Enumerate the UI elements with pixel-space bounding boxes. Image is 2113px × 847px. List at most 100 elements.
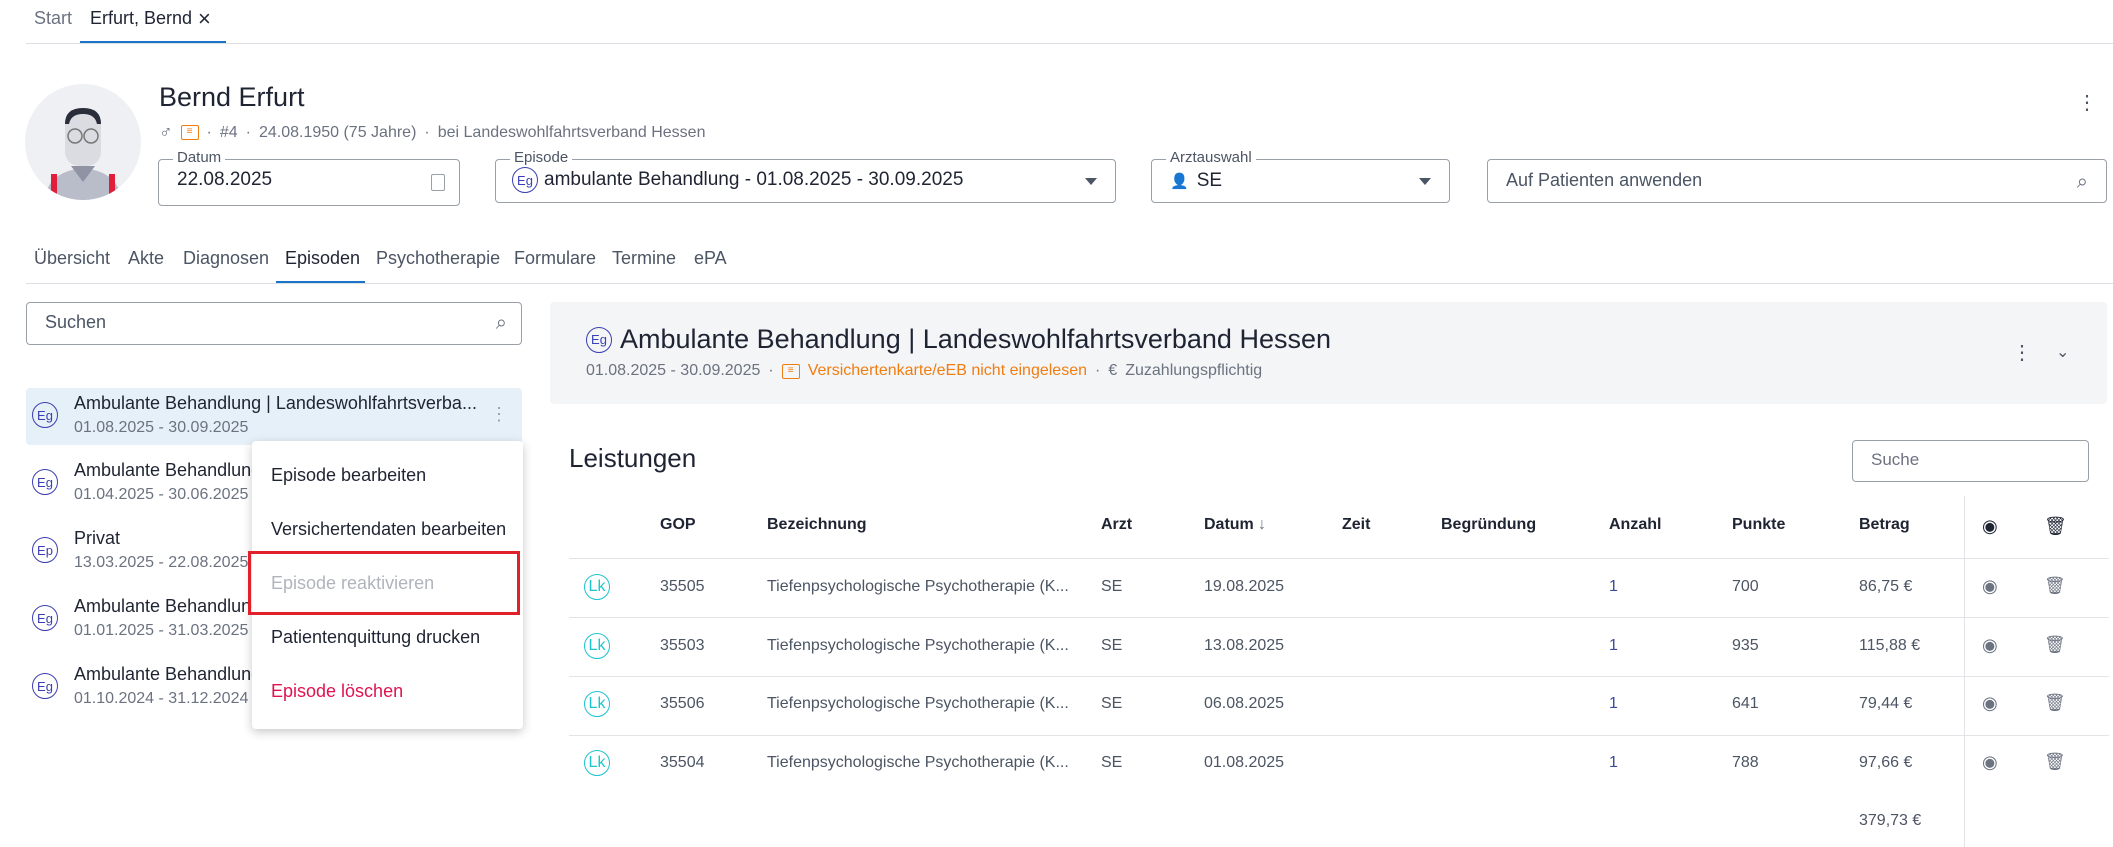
nav-episoden[interactable]: Episoden — [285, 248, 361, 268]
search-icon[interactable]: ⌕ — [2076, 171, 2088, 193]
lk-badge-icon: Lk — [584, 633, 610, 659]
tab-patient[interactable]: Erfurt, Bernd — [90, 8, 193, 28]
arzt-select[interactable]: Arztauswahl 👤 SE — [1151, 149, 1450, 203]
nav-akte[interactable]: Akte — [128, 248, 165, 268]
highlight-box — [248, 551, 520, 615]
cell-datum: 19.08.2025 — [1204, 578, 1285, 595]
nav-psychotherapie[interactable]: Psychotherapie — [376, 248, 501, 268]
search-icon[interactable]: ⌕ — [495, 312, 507, 334]
col-begruendung[interactable]: Begründung — [1441, 516, 1537, 533]
datum-label: Datum — [173, 149, 226, 166]
more-icon[interactable]: ⋮ — [2077, 92, 2097, 114]
col-gop[interactable]: GOP — [660, 516, 696, 533]
col-anzahl[interactable]: Anzahl — [1609, 516, 1662, 533]
euro-icon: € — [1108, 362, 1118, 379]
episode-context-menu: Episode bearbeiten Versichertendaten bea… — [252, 441, 523, 729]
chevron-down-icon[interactable] — [1085, 178, 1097, 191]
col-zeit[interactable]: Zeit — [1342, 516, 1371, 533]
cell-gop: 35506 — [660, 695, 705, 712]
episode-dates: 01.01.2025 - 31.03.2025 — [74, 622, 249, 639]
male-icon: ♂ — [159, 122, 173, 142]
episode-list-item[interactable]: Eg Ambulante Behandlung | Landeswohlfahr… — [26, 388, 522, 445]
cell-arzt: SE — [1101, 578, 1123, 595]
search-placeholder: Suchen — [45, 312, 107, 332]
cell-bezeichnung: Tiefenpsychologische Psychotherapie (K..… — [767, 754, 1069, 771]
datum-field[interactable]: Datum 22.08.2025 — [158, 149, 460, 206]
episode-select[interactable]: Episode Eg ambulante Behandlung - 01.08.… — [495, 149, 1116, 203]
trash-icon[interactable]: 🗑 — [2044, 635, 2066, 654]
chevron-down-icon[interactable] — [1419, 178, 1431, 191]
episode-list-item[interactable]: Eg Ambulante Behandlung 01.10.2024 - 31.… — [26, 659, 522, 716]
cell-betrag: 86,75 € — [1859, 578, 1913, 595]
more-icon[interactable]: ⋮ — [490, 404, 508, 424]
eye-icon[interactable]: ◉ — [1982, 693, 1998, 713]
cell-arzt: SE — [1101, 754, 1123, 771]
cell-anzahl: 1 — [1609, 695, 1618, 712]
menu-item-versichertendaten-bearbeiten[interactable]: Versichertendaten bearbeiten — [271, 519, 507, 539]
trash-icon[interactable]: 🗑 — [2044, 576, 2066, 595]
cell-datum: 13.08.2025 — [1204, 637, 1285, 654]
chevron-down-icon[interactable]: ⌄ — [2056, 344, 2070, 361]
apply-patient-input[interactable]: Auf Patienten anwenden ⌕ — [1487, 159, 2107, 203]
episode-label: Episode — [510, 149, 573, 166]
patient-name: Bernd Erfurt — [159, 82, 305, 112]
active-nav-indicator — [276, 281, 365, 284]
trash-icon[interactable]: 🗑 — [2044, 693, 2066, 712]
col-datum[interactable]: Datum — [1204, 516, 1254, 533]
cell-anzahl: 1 — [1609, 637, 1618, 654]
episode-title: Ambulante Behandlung — [74, 460, 262, 480]
eye-icon[interactable]: ◉ — [1982, 752, 1998, 772]
nav-formulare[interactable]: Formulare — [514, 248, 597, 268]
copay-status: Zuzahlungspflichtig — [1125, 362, 1263, 379]
nav-termine[interactable]: Termine — [612, 248, 677, 268]
patient-insurer: bei Landeswohlfahrtsverband Hessen — [437, 123, 706, 141]
episode-badge-icon: Eg — [32, 673, 58, 699]
nav-diagnosen[interactable]: Diagnosen — [183, 248, 270, 268]
col-arzt[interactable]: Arzt — [1101, 516, 1133, 533]
episode-badge-icon: Ep — [32, 537, 58, 563]
patient-birth: 24.08.1950 (75 Jahre) — [258, 123, 417, 141]
nav-epa[interactable]: ePA — [694, 248, 727, 268]
calendar-icon[interactable] — [431, 174, 445, 191]
col-bezeichnung[interactable]: Bezeichnung — [767, 516, 867, 533]
menu-item-episode-loeschen[interactable]: Episode löschen — [271, 681, 404, 701]
episode-dates: 13.03.2025 - 22.08.2025 — [74, 554, 249, 571]
episode-title: Privat — [74, 528, 121, 548]
more-icon[interactable]: ⋮ — [2012, 342, 2032, 364]
patient-meta: ♂ ≡ · #4 · 24.08.1950 (75 Jahre) · bei Land… — [159, 122, 706, 142]
trash-icon[interactable]: 🗑 — [2044, 516, 2067, 536]
cell-bezeichnung: Tiefenpsychologische Psychotherapie (K..… — [767, 578, 1069, 595]
episode-list-item[interactable]: Ep Privat 13.03.2025 - 22.08.2025 — [26, 523, 522, 580]
cell-arzt: SE — [1101, 637, 1123, 654]
episode-list-item[interactable]: Eg Ambulante Behandlung 01.01.2025 - 31.… — [26, 591, 522, 648]
cell-gop: 35503 — [660, 637, 705, 654]
eye-icon[interactable]: ◉ — [1982, 635, 1998, 655]
close-tab-icon[interactable]: × — [198, 6, 211, 31]
cell-punkte: 935 — [1732, 637, 1759, 654]
menu-item-patientenquittung-drucken[interactable]: Patientenquittung drucken — [271, 627, 481, 647]
episode-badge-icon: Eg — [32, 469, 58, 495]
menu-item-episode-bearbeiten[interactable]: Episode bearbeiten — [271, 465, 427, 485]
episode-search-input[interactable]: Suchen ⌕ — [26, 302, 522, 345]
sort-desc-icon[interactable]: ↓ — [1258, 516, 1266, 533]
eye-icon[interactable]: ◉ — [1982, 576, 1998, 596]
cell-gop: 35505 — [660, 578, 705, 595]
cell-punkte: 788 — [1732, 754, 1759, 771]
episode-header-dates: 01.08.2025 - 30.09.2025 — [586, 362, 761, 379]
col-punkte[interactable]: Punkte — [1732, 516, 1786, 533]
eye-icon[interactable]: ◉ — [1982, 516, 1998, 536]
leistungen-title: Leistungen — [569, 443, 697, 473]
lk-badge-icon: Lk — [584, 750, 610, 776]
row-divider — [569, 735, 2109, 736]
nav-uebersicht[interactable]: Übersicht — [34, 248, 111, 268]
trash-icon[interactable]: 🗑 — [2044, 752, 2066, 771]
episode-badge-icon: Eg — [32, 605, 58, 631]
episode-value: ambulante Behandlung - 01.08.2025 - 30.0… — [544, 169, 964, 190]
cell-bezeichnung: Tiefenpsychologische Psychotherapie (K..… — [767, 695, 1069, 712]
tab-start[interactable]: Start — [34, 8, 73, 28]
episode-list-item[interactable]: Eg Ambulante Behandlung 01.04.2025 - 30.… — [26, 455, 522, 512]
leistungen-search-input[interactable]: Suche — [1852, 440, 2089, 482]
arzt-label: Arztauswahl — [1166, 149, 1256, 166]
col-betrag[interactable]: Betrag — [1859, 516, 1910, 533]
episode-title: Ambulante Behandlung | Landeswohlfahrtsv… — [74, 393, 477, 413]
